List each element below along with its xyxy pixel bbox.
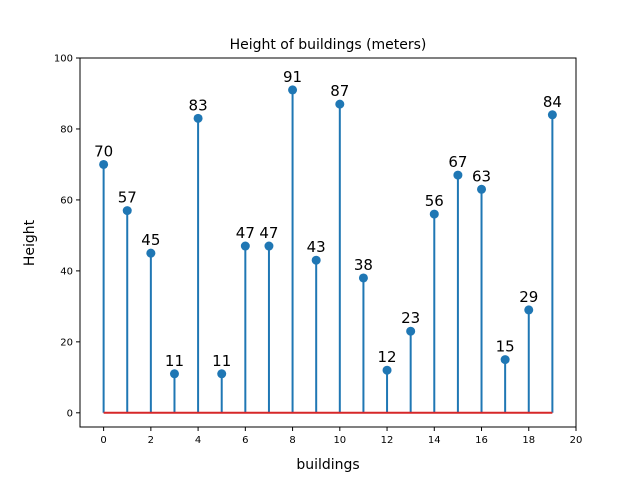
stem-marker xyxy=(429,209,439,219)
data-label: 70 xyxy=(94,142,113,160)
stem-marker xyxy=(169,369,179,379)
data-label: 11 xyxy=(212,352,231,370)
stem-marker xyxy=(477,184,487,194)
stem-marker xyxy=(311,255,321,265)
data-label: 91 xyxy=(283,68,302,86)
stem-marker xyxy=(122,206,132,216)
data-label: 23 xyxy=(401,309,420,327)
data-label: 67 xyxy=(448,153,467,171)
data-label: 83 xyxy=(189,96,208,114)
data-label: 56 xyxy=(425,192,444,210)
stem-marker xyxy=(288,85,298,95)
x-tick-label: 2 xyxy=(148,435,154,446)
y-tick-label: 40 xyxy=(60,266,73,277)
stem-marker xyxy=(524,305,534,315)
data-label: 47 xyxy=(236,224,255,242)
stem-marker xyxy=(358,273,368,283)
x-tick-label: 20 xyxy=(570,435,583,446)
x-tick-label: 16 xyxy=(475,435,488,446)
x-tick-label: 4 xyxy=(195,435,201,446)
chart-title: Height of buildings (meters) xyxy=(230,37,427,53)
stem-marker xyxy=(453,170,463,180)
data-label: 15 xyxy=(496,338,515,356)
data-label: 29 xyxy=(519,288,538,306)
y-axis-ticks: 0 20 40 60 80 100 xyxy=(54,54,80,419)
stem-marker xyxy=(193,113,203,123)
stem-marker xyxy=(547,110,557,120)
stem-marker xyxy=(99,159,109,169)
stem-marker xyxy=(406,326,416,336)
x-axis-ticks: 0 2 4 6 8 10 12 14 16 18 20 xyxy=(100,427,582,446)
stem-marker xyxy=(500,355,510,365)
x-tick-label: 10 xyxy=(333,435,346,446)
y-tick-label: 20 xyxy=(60,337,73,348)
x-axis-label: buildings xyxy=(296,457,359,473)
stem-marker xyxy=(264,241,274,251)
stem-marker xyxy=(217,369,227,379)
y-tick-label: 0 xyxy=(67,408,73,419)
y-tick-label: 100 xyxy=(54,54,73,65)
data-label: 63 xyxy=(472,167,491,185)
y-axis-label: Height xyxy=(22,219,38,266)
stem-marker xyxy=(335,99,345,109)
data-label: 45 xyxy=(141,231,160,249)
y-tick-label: 80 xyxy=(60,124,73,135)
x-tick-label: 8 xyxy=(289,435,295,446)
data-label: 12 xyxy=(378,348,397,366)
stem-marker xyxy=(240,241,250,251)
y-tick-label: 60 xyxy=(60,195,73,206)
stem-marker xyxy=(146,248,156,258)
x-tick-label: 14 xyxy=(428,435,441,446)
data-label: 11 xyxy=(165,352,184,370)
stem-marker xyxy=(382,365,392,375)
x-tick-label: 12 xyxy=(381,435,394,446)
data-label: 57 xyxy=(118,189,137,207)
data-label: 38 xyxy=(354,256,373,274)
data-label: 47 xyxy=(259,224,278,242)
plot-frame xyxy=(79,57,577,428)
x-tick-label: 18 xyxy=(522,435,535,446)
x-tick-label: 6 xyxy=(242,435,248,446)
data-label: 84 xyxy=(543,93,562,111)
x-tick-label: 0 xyxy=(100,435,106,446)
data-label: 43 xyxy=(307,238,326,256)
chart-marks: 70 57 45 11 83 11 47 47 91 43 87 38 12 23 56 67 63 15 29 84 xyxy=(94,68,562,414)
data-label: 87 xyxy=(330,82,349,100)
